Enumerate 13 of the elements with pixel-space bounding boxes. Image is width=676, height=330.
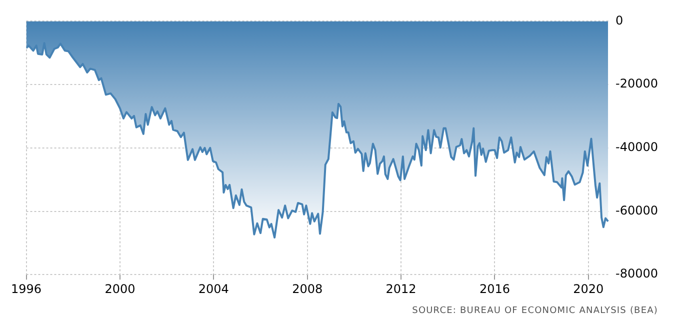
y-tick-label: -60000 (615, 203, 658, 218)
x-tick-label: 2004 (198, 282, 229, 296)
x-tick-label: 1996 (10, 282, 42, 296)
source-note: SOURCE: BUREAU OF ECONOMIC ANALYSIS (BEA) (412, 306, 658, 316)
y-tick-label: 0 (615, 13, 624, 28)
x-tick-label: 2016 (479, 282, 510, 296)
y-tick-label: -20000 (615, 76, 658, 91)
x-tick-label: 2008 (292, 282, 323, 296)
y-tick-label: -40000 (615, 140, 658, 154)
x-tick-label: 2000 (104, 282, 136, 296)
x-tick-label: 2020 (573, 282, 604, 296)
y-tick-label: -80000 (615, 266, 658, 281)
x-tick-label: 2012 (386, 282, 416, 296)
